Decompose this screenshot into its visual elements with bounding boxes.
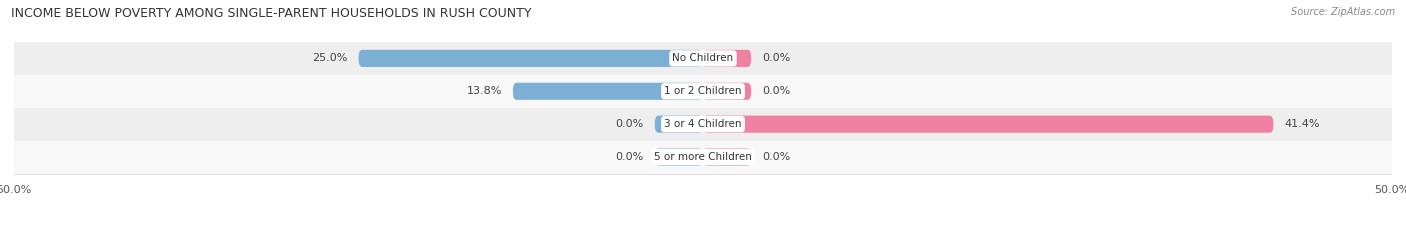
- Text: 0.0%: 0.0%: [762, 86, 790, 96]
- Text: No Children: No Children: [672, 53, 734, 63]
- Text: INCOME BELOW POVERTY AMONG SINGLE-PARENT HOUSEHOLDS IN RUSH COUNTY: INCOME BELOW POVERTY AMONG SINGLE-PARENT…: [11, 7, 531, 20]
- FancyBboxPatch shape: [703, 50, 751, 67]
- FancyBboxPatch shape: [655, 148, 703, 166]
- Text: 41.4%: 41.4%: [1285, 119, 1320, 129]
- Text: 3 or 4 Children: 3 or 4 Children: [664, 119, 742, 129]
- Text: 0.0%: 0.0%: [762, 152, 790, 162]
- FancyBboxPatch shape: [513, 83, 703, 100]
- FancyBboxPatch shape: [14, 141, 1392, 174]
- Text: 5 or more Children: 5 or more Children: [654, 152, 752, 162]
- FancyBboxPatch shape: [703, 148, 751, 166]
- Text: 0.0%: 0.0%: [616, 152, 644, 162]
- Text: Source: ZipAtlas.com: Source: ZipAtlas.com: [1291, 7, 1395, 17]
- FancyBboxPatch shape: [14, 42, 1392, 75]
- FancyBboxPatch shape: [655, 116, 703, 133]
- FancyBboxPatch shape: [703, 116, 1274, 133]
- Text: 1 or 2 Children: 1 or 2 Children: [664, 86, 742, 96]
- FancyBboxPatch shape: [359, 50, 703, 67]
- Text: 13.8%: 13.8%: [467, 86, 502, 96]
- FancyBboxPatch shape: [14, 75, 1392, 108]
- Text: 0.0%: 0.0%: [762, 53, 790, 63]
- Text: 0.0%: 0.0%: [616, 119, 644, 129]
- Text: 25.0%: 25.0%: [312, 53, 347, 63]
- FancyBboxPatch shape: [14, 108, 1392, 141]
- FancyBboxPatch shape: [703, 83, 751, 100]
